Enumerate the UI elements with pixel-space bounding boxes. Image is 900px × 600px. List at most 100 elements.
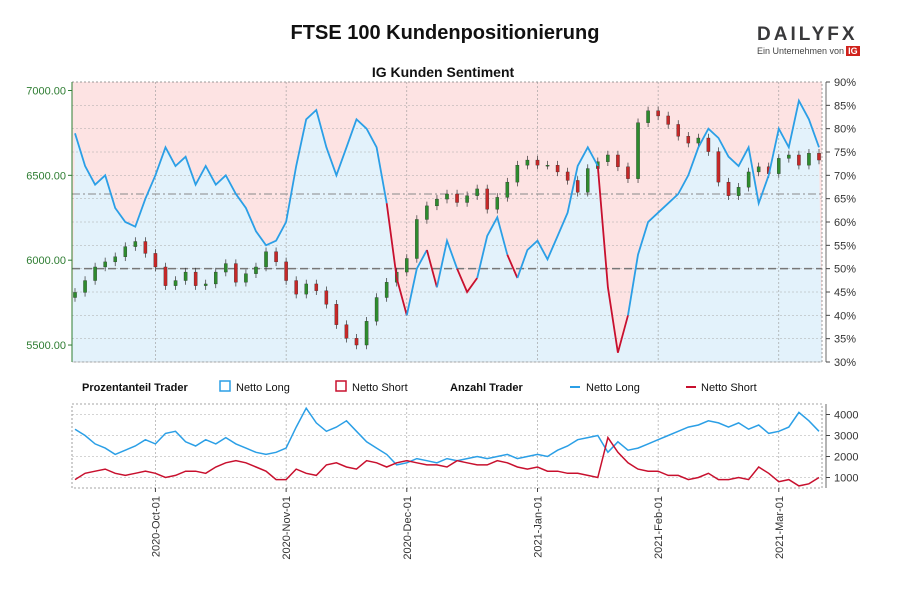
legend-row: Prozentanteil Trader Netto Long Netto Shor… [82, 380, 757, 394]
pct-tick-label-3: 75% [834, 147, 856, 159]
sentiment-line-long [476, 214, 509, 279]
sentiment-line-long [74, 108, 388, 247]
candle-body [525, 159, 530, 166]
candle-body [234, 263, 238, 283]
count-tick-label-3: 1000 [834, 473, 858, 485]
candle-body [706, 137, 711, 152]
pct-tick-label-0: 90% [834, 77, 856, 89]
x-tick-label-1: 2020-Nov-01 [281, 496, 293, 560]
count-line-short [74, 435, 820, 487]
candle-body [435, 198, 439, 207]
candle-body [334, 304, 339, 325]
candle-body [736, 187, 741, 196]
x-tick-label-5: 2021-Mar-01 [774, 496, 786, 559]
pct-tick-label-10: 40% [834, 310, 856, 322]
candle-body [83, 280, 87, 293]
candle-body [274, 251, 278, 263]
candle-body [415, 219, 419, 259]
candle-body [224, 263, 228, 273]
candle-body [284, 261, 288, 281]
candle-body [515, 165, 520, 183]
chart-title: FTSE 100 Kundenpositionierung [290, 22, 600, 44]
candle-body [475, 188, 479, 196]
candle-body [405, 258, 409, 273]
candle-body [344, 324, 349, 339]
count-line-long [74, 406, 820, 466]
sentiment-line-long [405, 249, 428, 316]
candle-body [304, 283, 308, 295]
candle-body [565, 171, 570, 181]
candle-body [616, 154, 620, 167]
candle-body [817, 153, 821, 161]
x-axis: 2020-Oct-01 2020-Nov-01 2020-Dec-01 2021-Ja… [150, 488, 786, 560]
candle-body [807, 153, 811, 166]
sentiment-line-short [506, 254, 519, 279]
legend-pct-long-swatch [219, 380, 231, 392]
main-panel: 7000.00 6500.00 6000.00 5500.00 90% 85% 80% 75%… [26, 77, 856, 369]
candle-body [626, 166, 630, 179]
candle-body [646, 110, 650, 123]
candle-body [756, 166, 761, 173]
price-tick-label-1: 6500.00 [26, 170, 66, 182]
legend-pct-header: Prozentanteil Trader [82, 382, 188, 394]
candle-body [163, 266, 168, 286]
candle-body [666, 115, 670, 125]
candle-body [746, 171, 751, 188]
candle-body [676, 124, 680, 137]
count-tick-label-1: 3000 [834, 431, 858, 443]
candle-body [575, 180, 580, 193]
background-long-zone [72, 100, 822, 362]
legend-pct-short-swatch [335, 380, 347, 392]
sentiment-line-short [456, 268, 478, 294]
candle-body [656, 110, 660, 117]
pct-tick-label-2: 80% [834, 124, 856, 136]
price-tick-label-2: 6000.00 [26, 255, 66, 267]
legend-count-header: Anzahl Trader [450, 382, 523, 394]
candle-body [555, 165, 560, 173]
candle-body [203, 283, 208, 286]
count-tick-label-2: 2000 [834, 452, 858, 464]
chart-subtitle: IG Kunden Sentiment [371, 64, 515, 80]
candle-body [384, 282, 389, 298]
candle-body [143, 241, 148, 254]
price-tick-label-3: 5500.00 [26, 340, 66, 352]
candle-body [133, 241, 138, 247]
candle-body [354, 338, 359, 346]
candle-body [636, 122, 640, 179]
sentiment-line-long [516, 145, 599, 279]
candle-body [183, 271, 188, 281]
x-tick-label-2: 2020-Dec-01 [402, 496, 414, 560]
brand-tagline-row: Ein Unternehmen von IG [757, 46, 877, 56]
candle-body [314, 283, 319, 291]
candle-body [495, 197, 500, 210]
sentiment-line-short [426, 249, 438, 288]
candle-body [294, 280, 298, 295]
legend-pct-short-label: Netto Short [352, 382, 408, 394]
candle-body [93, 266, 97, 281]
price-tick-label-0: 7000.00 [26, 85, 66, 97]
candle-body [586, 168, 590, 193]
pct-tick-label-6: 60% [834, 217, 856, 229]
candle-body [364, 321, 369, 346]
brand-tagline: Ein Unternehmen von [757, 46, 845, 56]
candle-body [606, 154, 610, 162]
x-tick-label-4: 2021-Feb-01 [653, 496, 665, 559]
sentiment-line-long [627, 98, 820, 316]
candle-body [123, 246, 128, 257]
candle-body [374, 297, 379, 322]
candle-body [264, 251, 268, 268]
candle-body [535, 159, 540, 166]
ig-badge: IG [846, 46, 860, 56]
candle-body [726, 181, 731, 196]
pct-tick-label-7: 55% [834, 240, 856, 252]
candle-body [787, 154, 791, 159]
count-tick-label-0: 4000 [834, 410, 858, 422]
pct-tick-label-9: 45% [834, 287, 856, 299]
candle-body [455, 193, 459, 203]
candle-body [485, 188, 489, 210]
candle-body [425, 205, 429, 220]
candle-body [777, 158, 781, 174]
pct-tick-label-4: 70% [834, 170, 856, 182]
